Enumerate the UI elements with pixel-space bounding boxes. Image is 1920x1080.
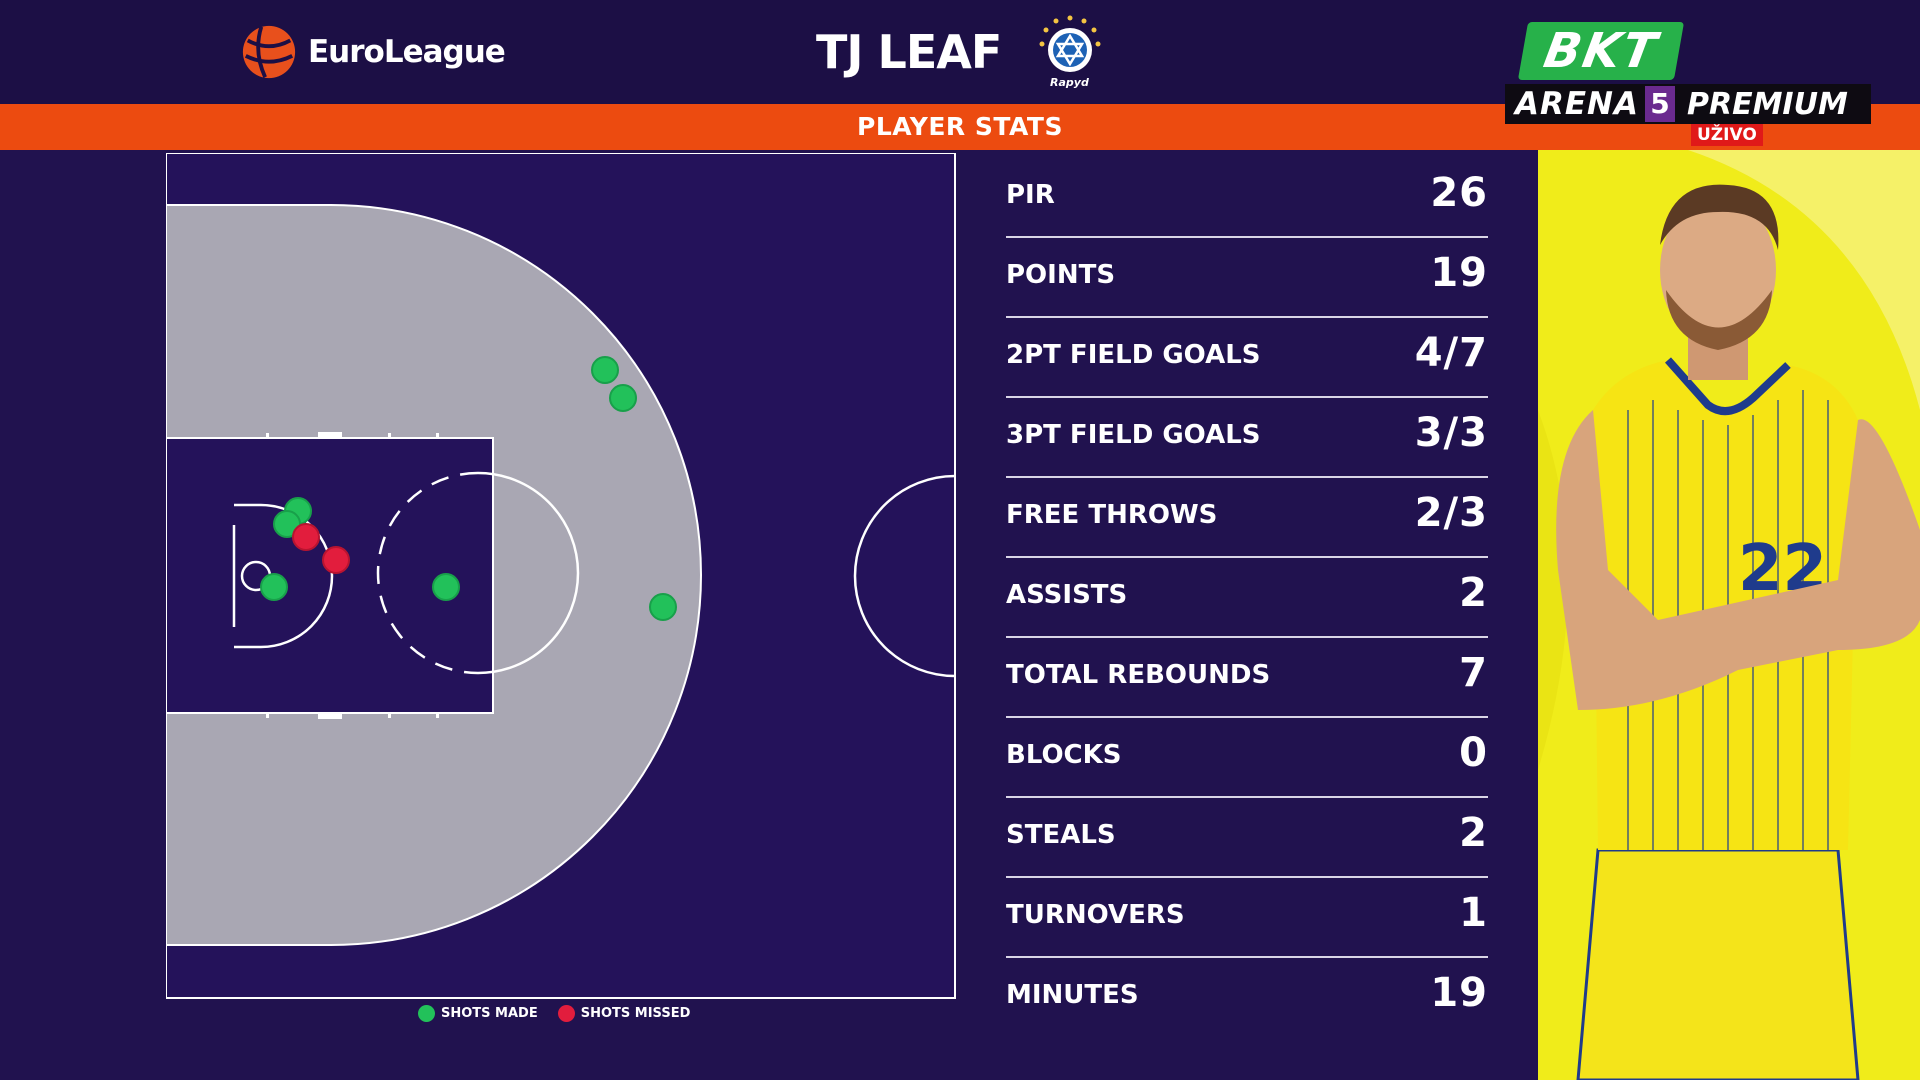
stat-label: TOTAL REBOUNDS (1006, 660, 1271, 690)
team-crest-name: Rapyd (1050, 76, 1089, 89)
stat-label: BLOCKS (1006, 740, 1122, 770)
lane-markers (266, 432, 439, 719)
stat-row: TURNOVERS 1 (1006, 880, 1488, 958)
shot-made (273, 510, 301, 538)
shot-made (609, 384, 637, 412)
stat-row: PIR 26 (1006, 160, 1488, 238)
free-throw-arc-solid (477, 471, 580, 675)
player-photo: 22 (1538, 150, 1920, 1080)
basketball-icon (242, 25, 296, 79)
stat-row: STEALS 2 (1006, 800, 1488, 878)
stat-row: MINUTES 19 (1006, 960, 1488, 1038)
stat-value: 3/3 (1414, 410, 1488, 456)
channel-bar: ARENA 5 PREMIUM (1505, 84, 1871, 124)
legend-missed-label: SHOTS MISSED (580, 1006, 691, 1021)
broadcaster-brand: BKT (1517, 22, 1685, 80)
stat-label: 3PT FIELD GOALS (1006, 420, 1261, 450)
center-circle (853, 474, 956, 678)
shot-missed (322, 546, 350, 574)
shot-missed (292, 523, 320, 551)
stat-row: 3PT FIELD GOALS 3/3 (1006, 400, 1488, 478)
shots-layer (260, 356, 677, 621)
stat-label: POINTS (1006, 260, 1116, 290)
stat-label: ASSISTS (1006, 580, 1128, 610)
live-badge: UŽIVO (1691, 124, 1763, 146)
league-name: EuroLeague (308, 34, 506, 70)
stat-label: 2PT FIELD GOALS (1006, 340, 1261, 370)
stat-row: TOTAL REBOUNDS 7 (1006, 640, 1488, 718)
stat-value: 4/7 (1414, 330, 1488, 376)
stat-value: 2 (1459, 810, 1488, 856)
stat-value: 1 (1459, 890, 1488, 936)
stat-label: PIR (1006, 180, 1055, 210)
shot-made (260, 573, 288, 601)
euroleague-logo: EuroLeague (240, 22, 506, 82)
shot-legend: SHOTS MADE SHOTS MISSED (418, 1005, 690, 1022)
stat-row: BLOCKS 0 (1006, 720, 1488, 798)
court-diagram (166, 153, 956, 999)
made-dot-icon (418, 1005, 435, 1022)
channel-tier: PREMIUM (1686, 86, 1848, 122)
legend-missed: SHOTS MISSED (557, 1005, 691, 1022)
stat-value: 19 (1430, 970, 1488, 1016)
player-name: TJ LEAF (816, 25, 1002, 79)
stat-value: 0 (1459, 730, 1488, 776)
stat-value: 26 (1430, 170, 1488, 216)
free-throw-arc-dashed (376, 471, 479, 675)
shot-made (591, 356, 619, 384)
stat-value: 19 (1430, 250, 1488, 296)
stat-row: ASSISTS 2 (1006, 560, 1488, 638)
stat-value: 2 (1459, 570, 1488, 616)
team-crest-icon (1039, 15, 1101, 72)
stat-row: FREE THROWS 2/3 (1006, 480, 1488, 558)
stat-value: 2/3 (1414, 490, 1488, 536)
channel-name: ARENA (1515, 86, 1639, 122)
channel-number: 5 (1644, 86, 1675, 122)
section-title: PLAYER STATS (857, 112, 1063, 141)
stat-label: MINUTES (1006, 980, 1139, 1010)
stat-label: STEALS (1006, 820, 1116, 850)
stat-row: POINTS 19 (1006, 240, 1488, 318)
stat-row: 2PT FIELD GOALS 4/7 (1006, 320, 1488, 398)
shot-made (432, 573, 460, 601)
shot-made (649, 593, 677, 621)
stat-value: 7 (1459, 650, 1488, 696)
stat-label: FREE THROWS (1006, 500, 1218, 530)
legend-made-label: SHOTS MADE (441, 1006, 538, 1021)
legend-made: SHOTS MADE (418, 1005, 538, 1022)
broadcaster-logo: BKT ARENA 5 PREMIUM UŽIVO (1505, 22, 1875, 147)
stat-label: TURNOVERS (1006, 900, 1185, 930)
player-image: 22 (1538, 150, 1920, 1080)
missed-dot-icon (557, 1005, 575, 1022)
shot-chart (166, 153, 956, 999)
